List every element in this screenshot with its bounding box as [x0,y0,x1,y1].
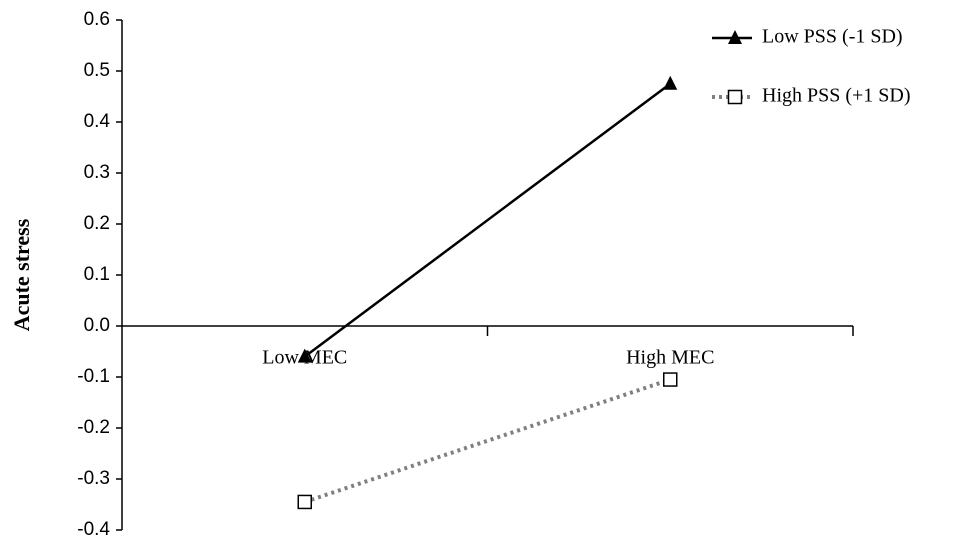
y-tick-label: 0.1 [84,264,110,285]
legend-marker [728,30,742,44]
y-tick-label: 0.0 [84,315,110,336]
y-tick-label: -0.2 [77,417,110,438]
y-tick-label: 0.2 [84,213,110,234]
data-point [297,348,312,363]
y-tick-label: 0.4 [84,111,111,132]
y-tick-label: -0.4 [77,519,110,540]
x-tick-label: High MEC [626,347,714,369]
y-tick-label: -0.3 [77,468,110,489]
data-point [297,494,312,510]
legend-label: High PSS (+1 SD) [762,85,911,107]
legend-marker [727,89,743,105]
series-line [304,82,671,358]
y-tick-label: -0.1 [77,366,110,387]
legend-label: Low PSS (-1 SD) [762,26,903,48]
y-tick-label: 0.6 [84,9,110,30]
series-line [304,377,671,504]
y-axis-label: Acute stress [9,218,34,331]
y-tick-label: 0.5 [84,60,110,81]
data-point [663,75,678,90]
data-point [663,372,678,387]
y-tick-label: 0.3 [84,162,110,183]
